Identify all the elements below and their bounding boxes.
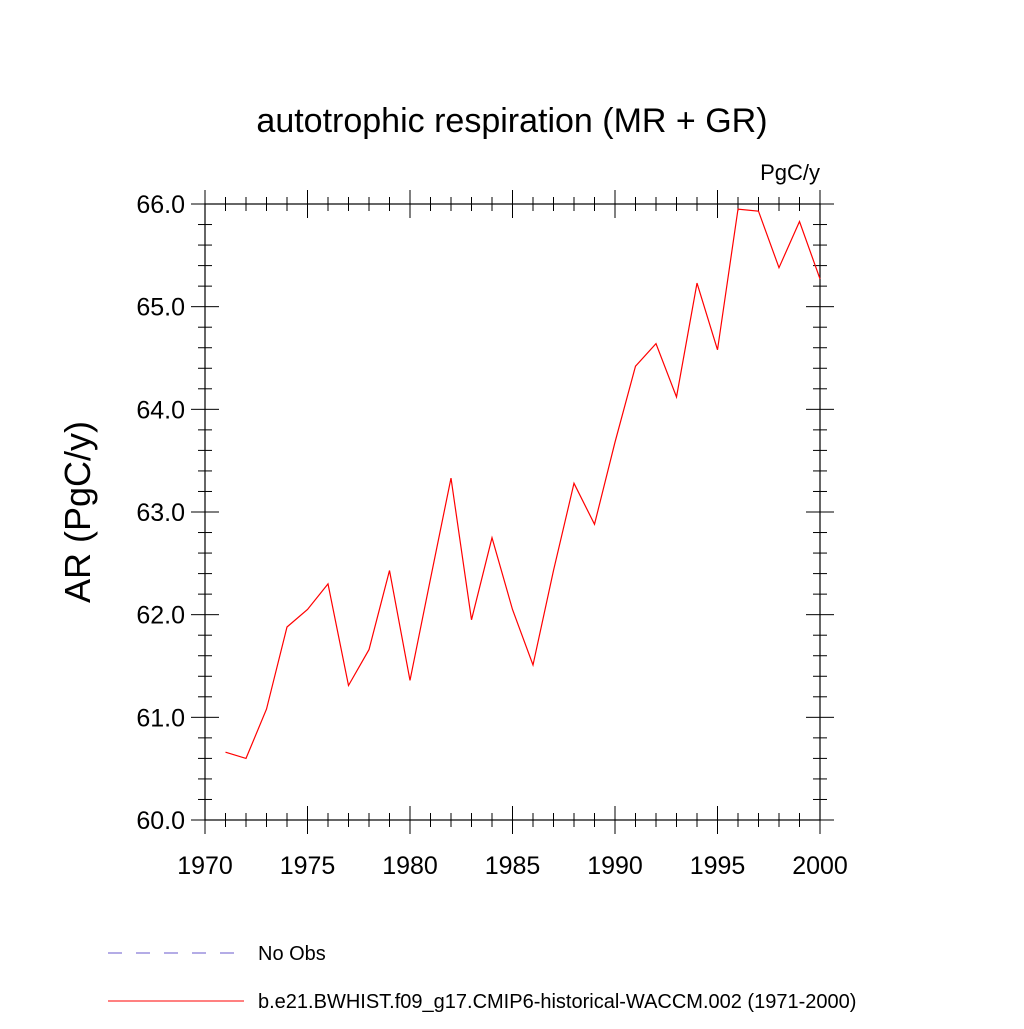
y-tick-label: 65.0 <box>136 294 185 322</box>
legend-label: b.e21.BWHIST.f09_g17.CMIP6-historical-WA… <box>258 991 856 1013</box>
y-tick-label: 64.0 <box>136 396 185 424</box>
x-tick-label: 1985 <box>485 852 541 880</box>
y-tick-label: 60.0 <box>136 807 185 835</box>
series-line <box>225 208 821 760</box>
x-tick-label: 1990 <box>587 852 643 880</box>
x-axis: 1970 1975 1980 1985 1990 1995 2000 <box>177 190 848 880</box>
x-tick-label: 1970 <box>177 852 233 880</box>
y-tick-label: 62.0 <box>136 602 185 630</box>
x-tick-label: 2000 <box>792 852 848 880</box>
x-tick-label: 1980 <box>382 852 438 880</box>
y-tick-label: 61.0 <box>136 704 185 732</box>
plot-border <box>204 203 821 821</box>
y-tick-label: 66.0 <box>136 191 185 219</box>
y-axis-label: AR (PgC/y) <box>57 421 98 603</box>
units-label: PgC/y <box>760 160 820 185</box>
plot-frame <box>204 203 821 821</box>
chart-title: autotrophic respiration (MR + GR) <box>256 102 767 140</box>
series-layer <box>225 208 821 760</box>
x-tick-label: 1995 <box>690 852 746 880</box>
legend: No Obs b.e21.BWHIST.f09_g17.CMIP6-histori… <box>108 943 856 1013</box>
y-tick-label: 63.0 <box>136 499 185 527</box>
x-tick-label: 1975 <box>280 852 336 880</box>
legend-label: No Obs <box>258 943 326 965</box>
y-axis: 60.0 61.0 62.0 63.0 64.0 65.0 66.0 <box>136 191 834 835</box>
